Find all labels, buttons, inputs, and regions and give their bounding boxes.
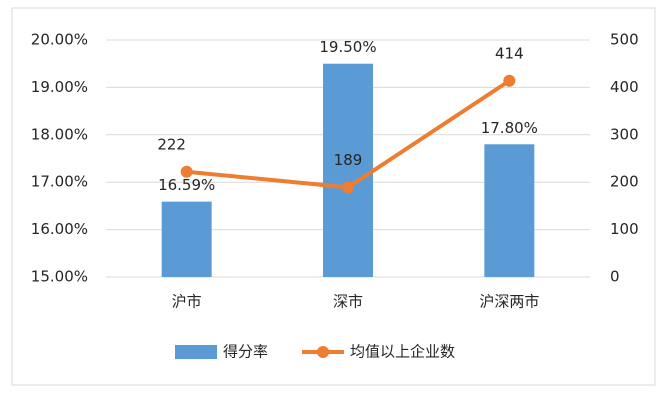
line-marker xyxy=(342,181,354,194)
y2-tick-label: 0 xyxy=(610,268,620,286)
bar-value-label: 19.50% xyxy=(319,38,376,56)
y-tick-label: 17.00% xyxy=(31,173,88,191)
bar xyxy=(161,201,212,277)
y2-tick-label: 200 xyxy=(610,173,639,191)
y2-tick-label: 400 xyxy=(610,78,639,96)
line-marker xyxy=(503,74,516,87)
legend-swatch xyxy=(175,345,217,359)
legend-label: 得分率 xyxy=(223,343,268,361)
line-marker xyxy=(180,165,193,178)
y2-tick-label: 100 xyxy=(610,220,639,238)
x-tick-label: 沪市 xyxy=(172,293,202,311)
line-value-label: 189 xyxy=(334,151,363,169)
y-tick-label: 15.00% xyxy=(31,268,88,286)
y-tick-label: 18.00% xyxy=(31,125,88,143)
line-value-label: 222 xyxy=(157,135,186,153)
x-tick-label: 深市 xyxy=(333,293,363,311)
y2-tick-label: 300 xyxy=(610,125,639,143)
y-tick-label: 19.00% xyxy=(31,78,88,96)
bar xyxy=(323,63,373,278)
x-tick-label: 沪深两市 xyxy=(479,293,539,311)
legend-swatch xyxy=(317,346,330,358)
bar xyxy=(484,144,535,277)
y-tick-label: 16.00% xyxy=(31,220,88,238)
y2-tick-label: 500 xyxy=(610,31,639,49)
bar-value-label: 17.80% xyxy=(481,119,538,137)
legend-label: 均值以上企业数 xyxy=(350,343,455,361)
bar-value-label: 16.59% xyxy=(158,176,215,194)
y-tick-label: 20.00% xyxy=(31,31,88,49)
line-value-label: 414 xyxy=(495,44,524,62)
